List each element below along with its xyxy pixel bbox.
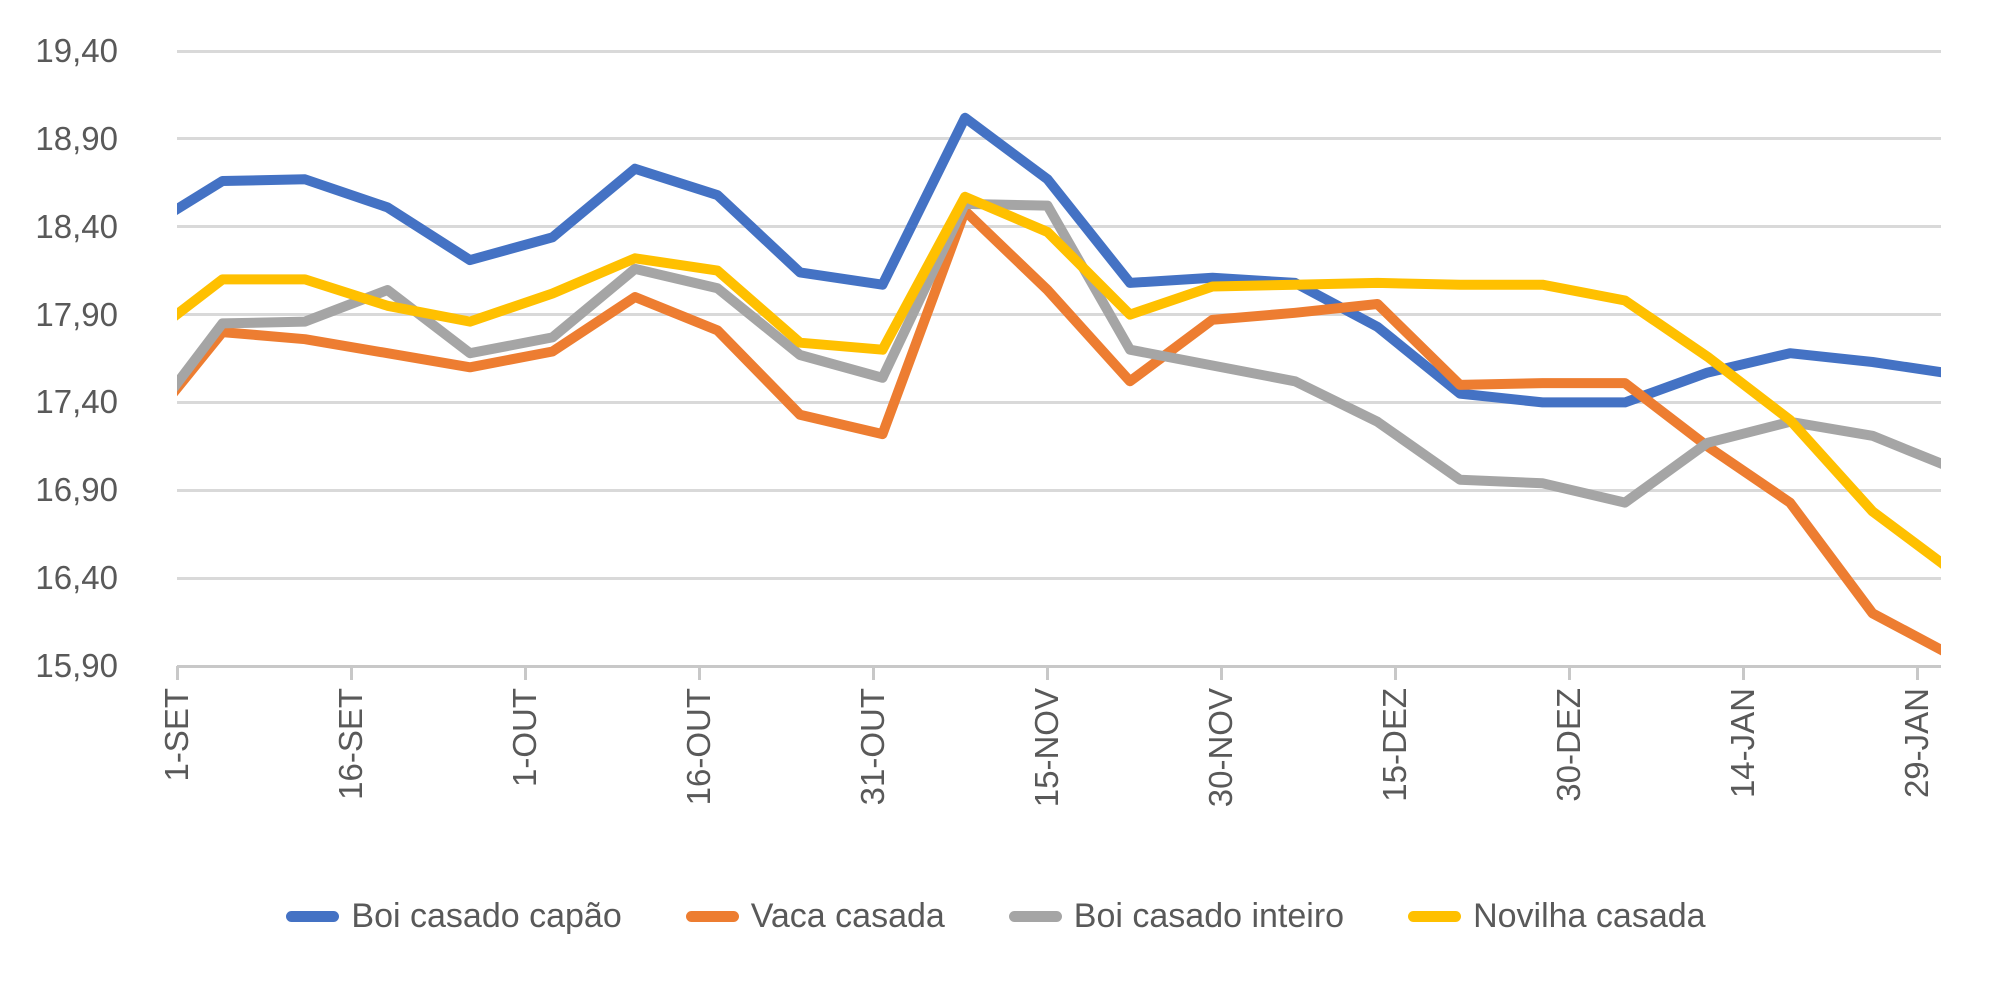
x-axis-tick [1219, 666, 1223, 680]
x-axis-label: 30-NOV [1202, 688, 1239, 808]
legend-item-vaca-casada: Vaca casada [685, 896, 945, 936]
legend-label: Novilha casada [1473, 896, 1706, 935]
x-axis-tick [1915, 666, 1919, 680]
x-axis-line [177, 664, 1941, 668]
legend-marker-icon [1408, 910, 1462, 922]
x-axis-tick [1045, 666, 1049, 680]
legend-item-novilha-casada: Novilha casada [1408, 896, 1706, 936]
legend-label: Boi casado capão [351, 896, 622, 935]
gridline [177, 576, 1941, 580]
x-axis-tick [523, 666, 527, 680]
series-line-vaca-casada [177, 205, 1941, 656]
legend-item-boi-casado-capão: Boi casado capão [286, 896, 622, 936]
gridline [177, 49, 1941, 53]
x-axis-label: 15-DEZ [1376, 688, 1413, 802]
y-axis-label: 16,90 [35, 471, 118, 509]
x-axis-tick [1393, 666, 1397, 680]
y-axis-label: 17,90 [35, 295, 118, 333]
x-axis-label: 31-OUT [854, 688, 891, 806]
x-axis-label: 1-SET [158, 688, 195, 782]
legend-label: Vaca casada [750, 896, 945, 935]
x-axis-label: 15-NOV [1028, 688, 1065, 808]
x-axis-tick [175, 666, 179, 680]
gridline [177, 137, 1941, 141]
x-axis-label: 16-OUT [680, 688, 717, 806]
y-axis-label: 18,40 [35, 207, 118, 245]
gridline [177, 488, 1941, 492]
y-axis-label: 15,90 [35, 647, 118, 684]
x-axis-tick [1567, 666, 1571, 680]
legend-label: Boi casado inteiro [1073, 896, 1345, 935]
gridline [177, 400, 1941, 404]
legend-marker-icon [286, 910, 340, 922]
x-axis-tick [871, 666, 875, 680]
x-axis-label: 30-DEZ [1550, 688, 1587, 802]
plot-area [177, 112, 1941, 656]
legend: Boi casado capão Vaca casada Boi casado in… [0, 882, 1992, 950]
gridline [177, 313, 1941, 317]
y-axis-label: 18,90 [35, 119, 118, 157]
legend-marker-icon [685, 910, 739, 922]
legend-item-boi-casado-inteiro: Boi casado inteiro [1008, 896, 1345, 936]
series-line-boi-casado-inteiro [177, 198, 1941, 508]
x-axis-tick [349, 666, 353, 680]
x-axis-label: 29-JAN [1898, 688, 1935, 799]
x-axis-tick [697, 666, 701, 680]
x-axis-label: 16-SET [332, 688, 369, 800]
y-axis-label: 16,40 [35, 559, 118, 597]
x-axis-tick [1741, 666, 1745, 680]
legend-marker-icon [1008, 910, 1062, 922]
series-line-novilha-casada [177, 191, 1941, 569]
y-axis-label: 17,40 [35, 383, 118, 421]
series-line-boi-casado-capão [177, 112, 1941, 408]
y-axis-label: 19,40 [35, 32, 118, 69]
x-axis-label: 1-OUT [506, 688, 543, 787]
x-axis-label: 14-JAN [1724, 688, 1761, 799]
